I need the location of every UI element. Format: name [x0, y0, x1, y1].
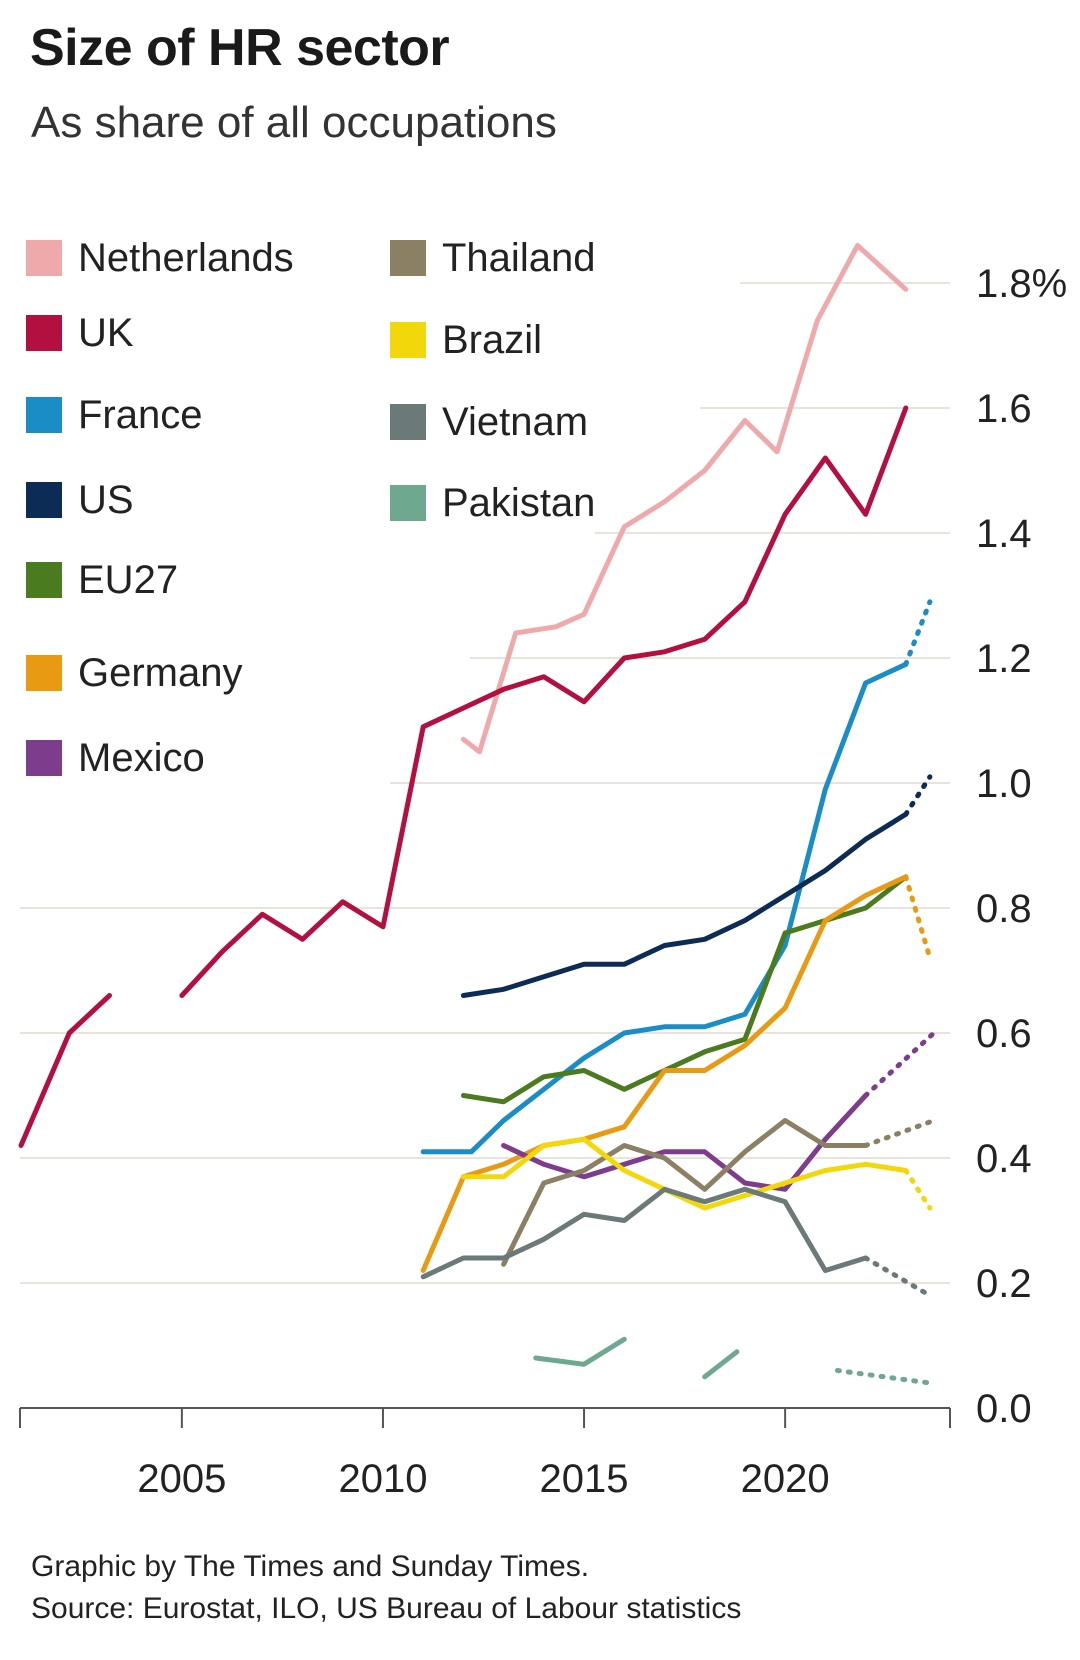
legend-swatch — [26, 315, 62, 351]
projection-line-france — [903, 599, 933, 667]
series-line-thailand — [501, 1118, 869, 1267]
legend-swatch — [390, 322, 426, 358]
series-thailand — [501, 1118, 937, 1267]
legend-swatch — [26, 740, 62, 776]
legend-label: Mexico — [78, 735, 205, 780]
y-tick-label: 1.2 — [976, 637, 1032, 681]
series-line-uk — [18, 993, 112, 1148]
y-tick-label: 0.4 — [976, 1137, 1032, 1181]
series-line-vietnam — [420, 1186, 869, 1280]
y-tick-label: 1.0 — [976, 762, 1032, 806]
legend-item-uk: UK — [26, 311, 134, 355]
y-tick-label: 0.0 — [976, 1387, 1032, 1431]
gridlines — [20, 282, 950, 1284]
legend-swatch — [26, 240, 62, 276]
series-lines — [18, 243, 937, 1386]
legend-swatch — [26, 655, 62, 691]
series-line-brazil — [460, 1136, 909, 1211]
series-line-us — [460, 811, 909, 998]
projection-line-pakistan — [834, 1368, 933, 1386]
legend-label: Netherlands — [78, 235, 294, 280]
chart-title: Size of HR sector — [30, 19, 450, 77]
legend-label: US — [78, 477, 134, 522]
projection-line-mexico — [863, 1030, 937, 1098]
legend-label: Vietnam — [442, 399, 589, 444]
series-line-pakistan — [533, 1336, 627, 1367]
legend-swatch — [26, 482, 62, 518]
legend-item-us: US — [26, 478, 134, 522]
legend-item-netherlands: Netherlands — [26, 236, 294, 280]
legend-label: Pakistan — [442, 480, 596, 525]
series-mexico — [501, 1030, 937, 1192]
series-pakistan — [533, 1336, 933, 1386]
y-tick-label: 1.8% — [976, 262, 1067, 306]
footer-source: Source: Eurostat, ILO, US Bureau of Labo… — [31, 1592, 742, 1625]
legend-swatch — [26, 397, 62, 433]
x-tick-label: 2010 — [338, 1457, 427, 1501]
legend-label: UK — [78, 310, 134, 355]
y-axis-tick-labels: 0.0 0.2 0.4 0.6 0.8 1.0 1.2 1.4 1.6 1.8% — [976, 262, 1067, 1431]
legend-item-mexico: Mexico — [26, 736, 205, 780]
projection-line-thailand — [863, 1118, 937, 1148]
legend-swatch — [390, 404, 426, 440]
series-line-germany — [420, 874, 909, 1273]
y-tick-label: 0.8 — [976, 887, 1032, 931]
series-line-uk — [179, 405, 909, 998]
legend-label: Thailand — [442, 235, 596, 280]
legend-swatch — [390, 485, 426, 521]
series-uk — [18, 405, 909, 1148]
legend-swatch — [390, 240, 426, 276]
y-tick-label: 0.2 — [976, 1262, 1032, 1306]
legend-label: Germany — [78, 650, 243, 695]
series-line-netherlands — [460, 243, 909, 755]
y-tick-label: 0.6 — [976, 1012, 1032, 1056]
x-tick-label: 2015 — [540, 1457, 629, 1501]
projection-line-brazil — [903, 1168, 933, 1211]
series-vietnam — [420, 1186, 933, 1298]
legend-label: EU27 — [78, 557, 179, 602]
legend-swatch — [26, 562, 62, 598]
x-tick-label: 2005 — [137, 1457, 226, 1501]
series-line-france — [420, 661, 909, 1155]
series-us — [460, 774, 933, 998]
series-line-mexico — [501, 1093, 869, 1192]
legend-item-vietnam: Vietnam — [390, 400, 588, 444]
footer-credit: Graphic by The Times and Sunday Times. — [31, 1550, 590, 1583]
series-brazil — [460, 1136, 933, 1211]
legend-label: France — [78, 392, 203, 437]
series-france — [420, 599, 933, 1155]
series-line-pakistan — [702, 1349, 740, 1380]
legend-item-pakistan: Pakistan — [390, 481, 595, 525]
y-tick-label: 1.6 — [976, 387, 1032, 431]
legend-item-france: France — [26, 393, 203, 437]
series-netherlands — [460, 243, 909, 755]
legend-item-brazil: Brazil — [390, 318, 542, 362]
legend-item-thailand: Thailand — [390, 236, 595, 280]
x-axis: 2005 2010 2015 2020 — [19, 1407, 951, 1501]
legend-item-germany: Germany — [26, 651, 243, 695]
y-tick-label: 1.4 — [976, 512, 1032, 556]
series-germany — [420, 874, 933, 1273]
x-tick-label: 2020 — [741, 1457, 830, 1501]
projection-line-vietnam — [863, 1255, 933, 1298]
projection-line-germany — [903, 874, 933, 961]
chart-subtitle: As share of all occupations — [31, 98, 557, 147]
projection-line-us — [903, 774, 933, 817]
legend-label: Brazil — [442, 317, 543, 362]
legend-item-eu27: EU27 — [26, 558, 178, 602]
